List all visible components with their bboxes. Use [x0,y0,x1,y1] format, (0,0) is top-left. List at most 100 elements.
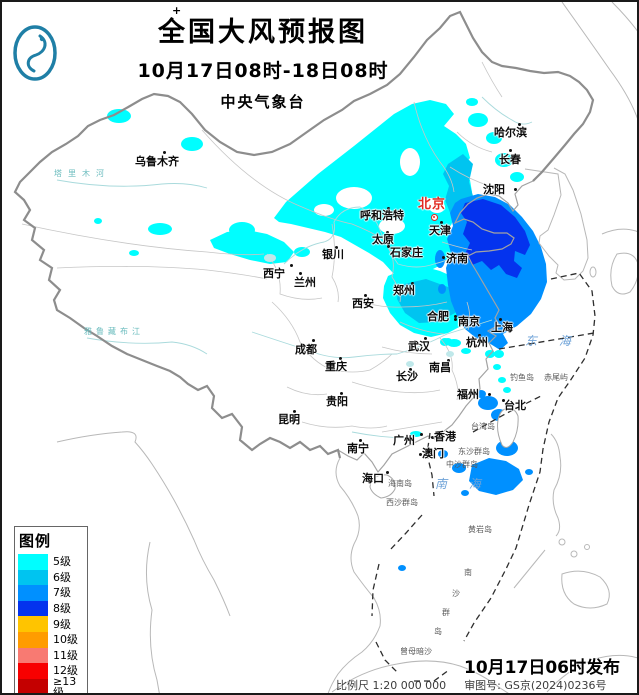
city-dot [409,368,412,371]
city-dot [364,294,367,297]
legend-swatch [18,663,48,679]
city-dot [509,149,512,152]
legend-swatch [18,631,48,648]
issuing-agency: 中央气象台 [220,93,306,111]
city-dot [387,207,390,210]
island-label: 沙 [452,589,460,598]
legend-label: 5级 [53,555,71,569]
city-dot [499,318,502,321]
page-title: 全国大风预报图 [158,17,368,48]
city-dot [386,231,389,234]
legend-item: 5级 [18,554,87,570]
legend-swatch [18,585,48,601]
city-dot [518,123,521,126]
city-label: 贵阳 [326,395,348,408]
forecast-period: 10月17日08时-18日08时 [137,60,389,82]
legend-label: 12级 [53,664,78,678]
city-dot [502,399,505,402]
city-label: 香港 [434,430,456,443]
city-dot [290,264,293,267]
city-dot [454,318,457,321]
city-dot [454,315,457,318]
city-label: 南宁 [347,442,369,455]
city-label: 长春 [499,153,521,166]
city-label: 上海 [491,321,513,334]
cma-logo-icon [12,24,58,86]
legend-rows: 5级 6级 7级 8级 9级 10级 11级 12级 ≥13级 [18,554,87,695]
city-label: 杭州 [466,336,488,349]
wind-area-level8 [461,199,530,278]
sea-label: 东 海 [525,334,580,348]
city-dot [478,334,481,337]
foreign-coastlines [56,2,637,693]
city-label: 台北 [504,399,526,412]
legend-swatch [18,616,48,632]
island-label: 群 [442,608,450,617]
map-header: 全国大风预报图 10月17日08时-18日08时 中央气象台 [102,10,424,112]
city-label: 长沙 [396,370,418,383]
island-label: 东沙群岛 [458,447,490,456]
legend-swatch [18,678,48,693]
city-label: 银川 [322,248,344,261]
island-label: 曾母暗沙 [400,647,432,656]
island-label: 雅鲁藏布江 [84,327,144,336]
legend-label: 8级 [53,602,71,616]
legend-item: 9级 [18,616,87,632]
city-dot [488,393,491,396]
city-dot [387,245,390,248]
city-dot [442,256,445,259]
sea-label: 南 海 [435,477,490,491]
legend-item: 10级 [18,631,87,648]
island-label: 黄岩岛 [468,525,492,534]
island-label: 岛 [434,627,442,636]
city-dot [293,410,296,413]
city-label: 济南 [446,252,468,265]
city-label: 沈阳 [483,183,505,196]
city-label: 广州 [393,434,415,447]
city-label: 呼和浩特 [360,209,404,222]
city-dot [359,439,362,442]
city-label: 乌鲁木齐 [135,155,179,168]
city-dot [424,337,427,340]
legend-title: 图例 [19,532,52,550]
capital-marker [431,214,438,221]
city-label: 郑州 [393,284,415,297]
wind-area-holes [314,148,445,234]
city-label: 南昌 [429,361,451,374]
scale-and-approval: 比例尺 1:20 000 000 审图号: GS京(2024)0236号 [336,677,624,693]
island-label: 钓鱼岛 [510,373,534,382]
legend-label: ≥13级 [53,674,77,695]
legend-item: 6级 [18,569,87,586]
city-dot [299,272,302,275]
city-label: 重庆 [325,360,347,373]
island-label: 海南岛 [388,479,412,488]
city-dot [440,221,443,224]
city-dot [447,359,450,362]
legend-item: ≥13级 [18,674,87,695]
registration-cross: + [172,4,182,17]
island-label: 台湾岛 [471,422,495,431]
island-label: 塔里木河 [54,169,110,178]
city-dot [386,471,389,474]
legend-label: 9级 [53,617,71,631]
city-dot [335,246,338,249]
city-label: 南京 [458,315,480,328]
island-label: 南 [464,568,472,577]
city-label: 天津 [429,224,451,237]
legend-box: 图例 5级 6级 7级 8级 9级 10级 11级 12级 ≥13级 [14,526,88,695]
city-dot [163,151,166,154]
city-label: 成都 [295,343,317,356]
city-label: 海口 [362,472,384,485]
islands-fill [369,407,519,499]
china-land-border [13,10,595,459]
city-dot [420,433,423,436]
island-label: 中沙群岛 [446,460,478,469]
map-scale: 比例尺 1:20 000 000 [336,679,447,692]
city-label: 澳门 [422,447,444,460]
maritime-dashed-lines [371,272,596,682]
legend-swatch [18,647,48,664]
city-label: 福州 [457,388,479,401]
island-label: 赤尾屿 [544,373,568,382]
city-dot [339,357,342,360]
